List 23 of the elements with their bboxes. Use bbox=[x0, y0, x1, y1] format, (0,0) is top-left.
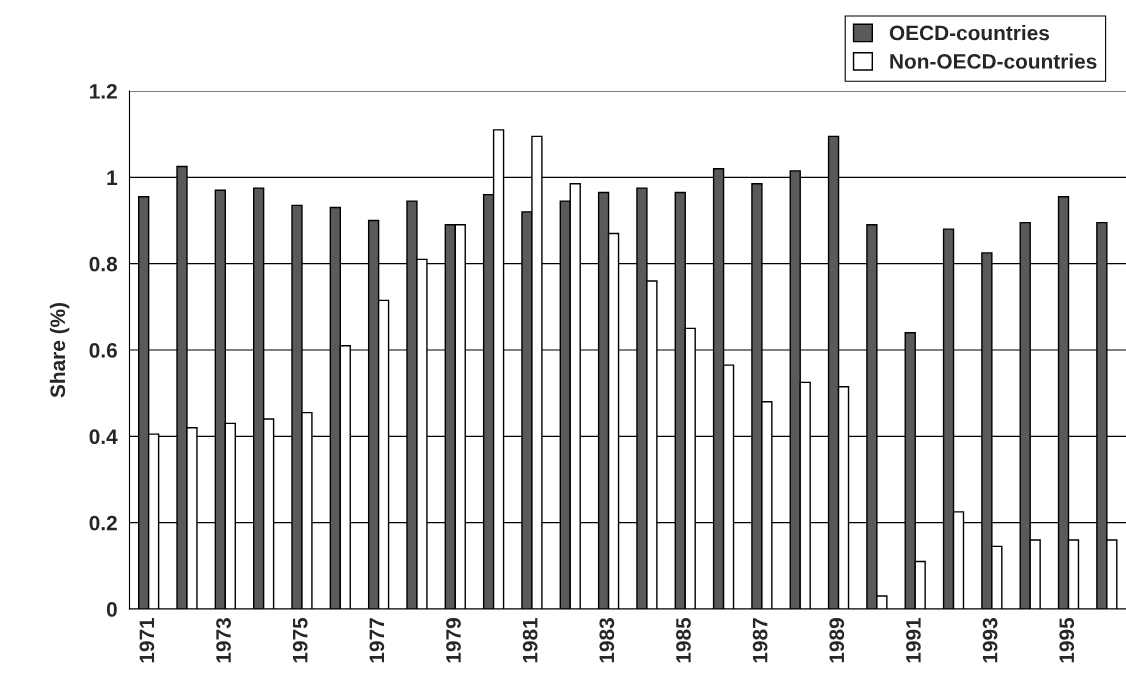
legend-label: OECD-countries bbox=[889, 25, 1050, 41]
x-tick-label: 1979 bbox=[446, 618, 461, 663]
x-tick-label: 1971 bbox=[139, 617, 155, 663]
x-tick-label: 1981 bbox=[522, 617, 538, 663]
y-tick-label: 0.2 bbox=[89, 515, 117, 531]
y-tick-label: 1 bbox=[107, 170, 118, 185]
x-tick-label: 1987 bbox=[752, 618, 768, 663]
y-tick-label: 0 bbox=[106, 602, 117, 617]
y-tick-label: 0.8 bbox=[89, 256, 118, 272]
x-tick-label: 1983 bbox=[599, 618, 615, 663]
y-tick-label: 1.2 bbox=[90, 84, 117, 99]
x-tick-label: 1989 bbox=[829, 618, 845, 663]
legend-label: Non-OECD-countries bbox=[890, 53, 1097, 69]
y-tick-label: 0.6 bbox=[89, 343, 117, 358]
x-tick-label: 1975 bbox=[292, 617, 308, 663]
x-tick-label: 1985 bbox=[676, 617, 691, 663]
y-axis-title: Share (%) bbox=[49, 302, 70, 398]
x-tick-label: 1973 bbox=[216, 618, 231, 663]
x-tick-label: 1977 bbox=[369, 618, 385, 663]
y-tick-label: 0.4 bbox=[89, 429, 118, 445]
x-tick-label: 1995 bbox=[1059, 617, 1075, 663]
x-tick-label: 1991 bbox=[906, 617, 921, 663]
x-tick-label: 1993 bbox=[982, 618, 998, 663]
